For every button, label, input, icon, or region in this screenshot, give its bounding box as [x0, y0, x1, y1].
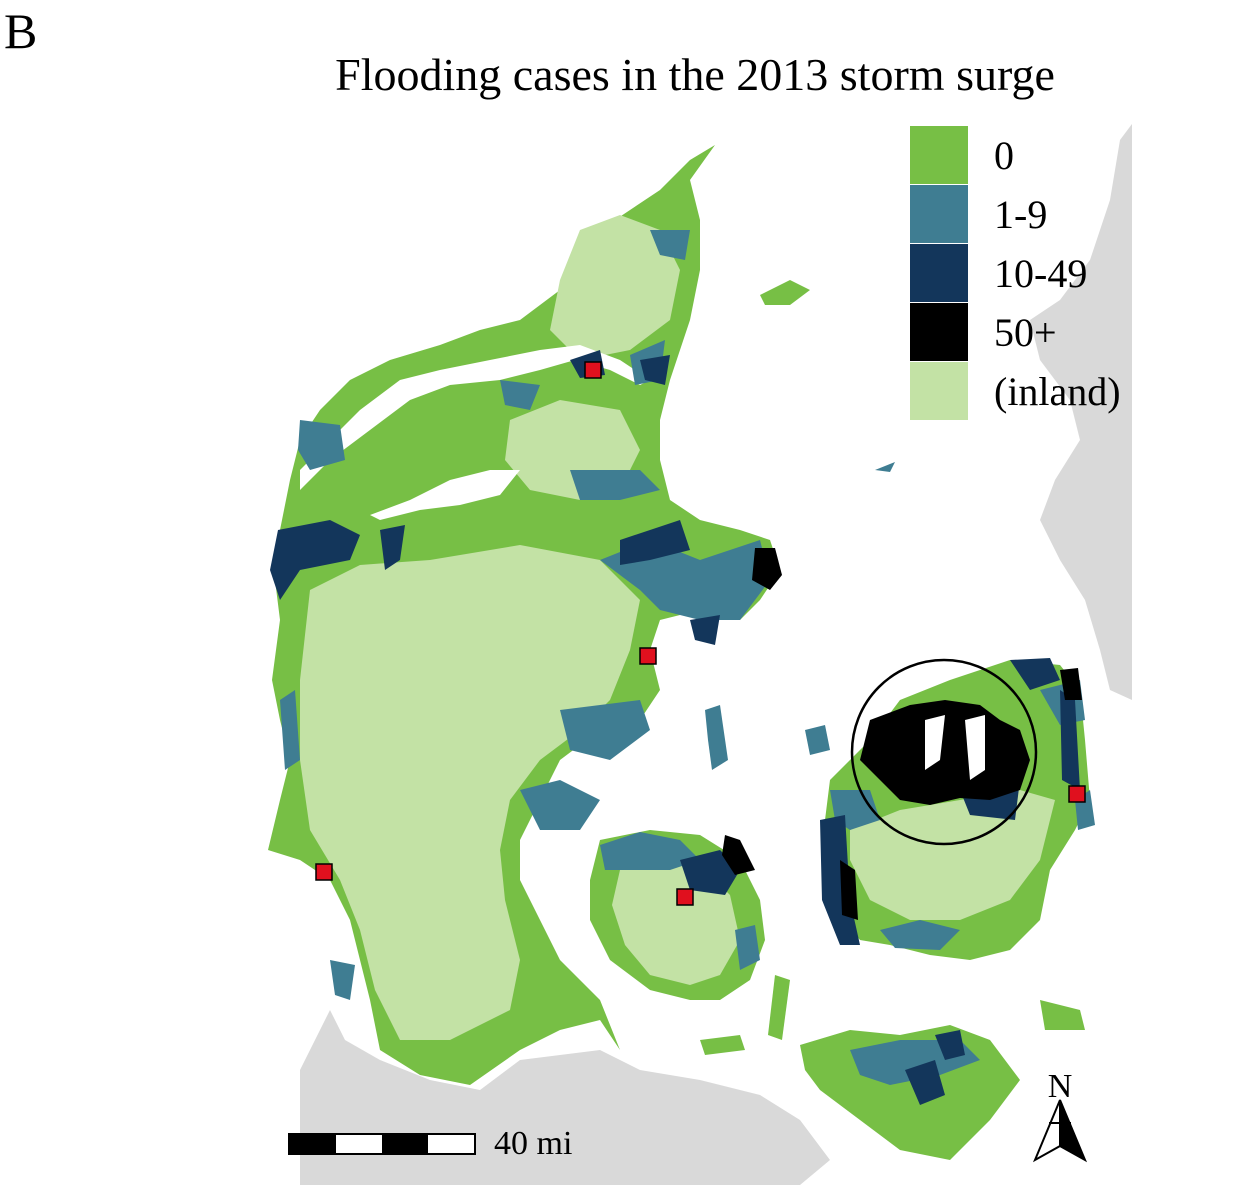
- city-markers: [315, 361, 1086, 906]
- map-legend: 0 1-9 10-49 50+ (inland): [910, 126, 1132, 421]
- legend-swatch: [910, 185, 968, 244]
- zealand: [820, 658, 1095, 960]
- city-marker-odense: [676, 888, 694, 906]
- legend-label: 10-49: [994, 251, 1088, 296]
- legend-item: (inland): [910, 362, 1132, 421]
- legend-swatch: [910, 126, 968, 185]
- isefjord-water: [925, 715, 985, 780]
- zealand-10to49: [820, 658, 1080, 945]
- north-arrow: N: [1025, 1068, 1095, 1168]
- scale-bar: 40 mi: [288, 1125, 572, 1162]
- funen-10to49: [680, 850, 740, 895]
- city-marker-esbjerg: [315, 863, 333, 881]
- legend-swatch: [910, 244, 968, 303]
- zealand-north-50plus: [840, 668, 1082, 920]
- legend-swatch: [910, 303, 968, 362]
- scale-bar-label: 40 mi: [494, 1125, 573, 1162]
- legend-item: 50+: [910, 303, 1132, 362]
- legend-label: 0: [994, 133, 1014, 178]
- legend-item: 0: [910, 126, 1132, 185]
- funen-1to9: [600, 832, 760, 970]
- legend-item: 1-9: [910, 185, 1132, 244]
- djursland-50plus: [752, 548, 782, 590]
- limfjord-water: [300, 345, 650, 520]
- langeland-island: [768, 975, 790, 1040]
- scale-bar-graphic: [288, 1133, 476, 1155]
- city-marker-aarhus: [639, 647, 657, 665]
- small-island-east: [805, 725, 830, 755]
- legend-item: 10-49: [910, 244, 1132, 303]
- anholt-island: [875, 462, 895, 472]
- funen-50plus: [722, 835, 755, 875]
- map-title: Flooding cases in the 2013 storm surge: [335, 49, 1055, 100]
- jutland-west-1to9: [280, 230, 770, 1000]
- sweden-land: [1030, 124, 1132, 700]
- legend-label: 1-9: [994, 192, 1048, 237]
- panel-label: B: [4, 3, 38, 59]
- city-marker-aalborg: [584, 361, 602, 379]
- legend-swatch: [910, 362, 968, 421]
- lolland-10to49: [905, 1030, 965, 1105]
- study-area-circle: [850, 658, 1038, 846]
- jutland: [268, 145, 782, 1085]
- funen: [590, 830, 790, 1055]
- north-arrow-icon: [1032, 1099, 1088, 1163]
- aero-island: [700, 1035, 745, 1055]
- legend-label: (inland): [994, 369, 1121, 414]
- laeso-island: [760, 280, 810, 305]
- city-marker-copenhagen: [1068, 785, 1086, 803]
- kattegat-islands: [705, 280, 895, 770]
- north-arrow-label: N: [1047, 1068, 1073, 1105]
- lolland-falster: [800, 1000, 1085, 1160]
- samso-island: [705, 705, 728, 770]
- legend-label: 50+: [994, 310, 1057, 355]
- jutland-inland: [300, 215, 680, 1040]
- mon-island: [1040, 1000, 1085, 1030]
